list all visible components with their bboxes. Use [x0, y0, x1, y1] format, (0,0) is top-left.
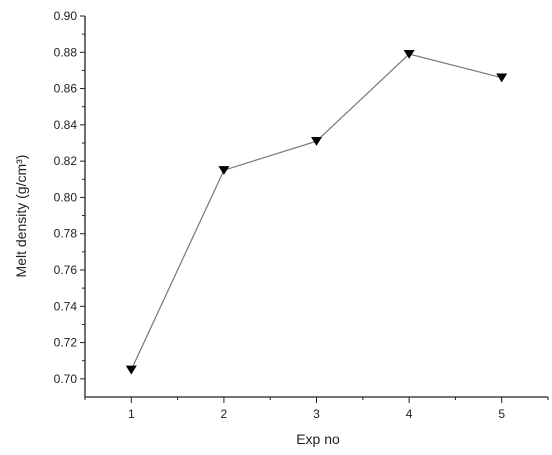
y-tick-label: 0.84	[54, 118, 78, 132]
y-tick-label: 0.86	[54, 82, 78, 96]
data-point	[496, 73, 508, 83]
y-axis-label: Melt density (g/cm³)	[13, 155, 29, 278]
x-axis-ticks: 1 2 3 4 5	[84, 397, 549, 421]
chart-axes	[84, 16, 548, 398]
x-axis-label: Exp no	[296, 431, 340, 447]
y-tick-label: 0.74	[54, 299, 78, 313]
x-tick-label: 2	[221, 407, 228, 421]
y-axis-ticks: 0.70 0.72 0.74 0.76 0.78 0.80 0.82 0.84 0.86 0.88…	[54, 9, 85, 386]
x-tick-label: 3	[313, 407, 320, 421]
series-group	[125, 49, 508, 375]
data-point	[311, 137, 322, 146]
series-line	[130, 53, 502, 371]
x-tick-label: 5	[498, 407, 505, 421]
y-tick-label: 0.78	[54, 227, 78, 241]
y-tick-label: 0.80	[54, 190, 78, 204]
x-tick-label: 1	[128, 407, 135, 421]
y-tick-label: 0.72	[54, 336, 78, 350]
data-point	[125, 365, 137, 375]
data-point	[403, 49, 415, 59]
y-tick-label: 0.76	[54, 263, 78, 277]
y-tick-label: 0.70	[54, 372, 78, 386]
data-point	[218, 166, 230, 175]
y-tick-label: 0.88	[54, 45, 78, 59]
x-tick-label: 4	[406, 407, 413, 421]
y-tick-label: 0.90	[54, 9, 78, 23]
y-tick-label: 0.82	[54, 154, 78, 168]
